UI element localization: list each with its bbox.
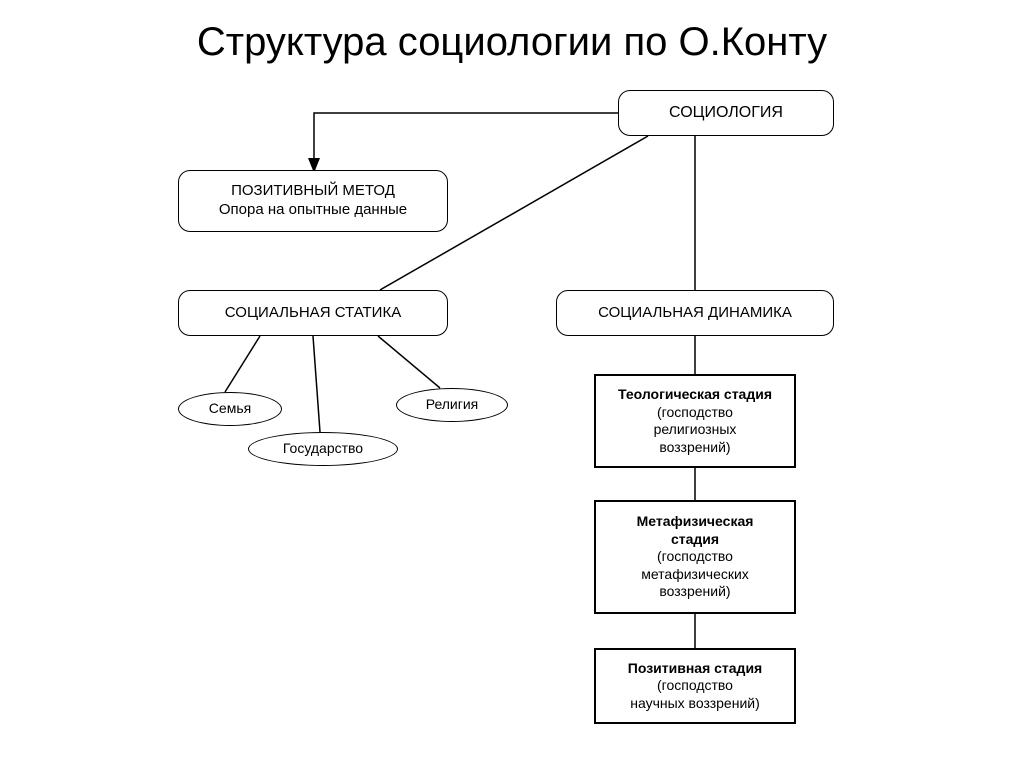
node-sociology: СОЦИОЛОГИЯ [618,90,834,136]
node-label: Семья [209,400,251,418]
node-label-sub: метафизических [641,566,749,584]
node-family: Семья [178,392,282,426]
node-label: СОЦИАЛЬНАЯ ДИНАМИКА [598,304,792,323]
node-label-bold: Теологическая стадия [618,386,772,404]
node-label-sub: религиозных [654,421,737,439]
node-metaphysical-stage: Метафизическая стадия (господство метафи… [594,500,796,614]
node-label: Государство [283,440,363,458]
node-positive-method: ПОЗИТИВНЫЙ МЕТОД Опора на опытные данные [178,170,448,232]
node-state: Государство [248,432,398,466]
node-label-sub: (господство [657,548,733,566]
node-label-sub: воззрений) [659,583,730,601]
node-label-sub: воззрений) [659,439,730,457]
node-label-bold: Позитивная стадия [628,660,762,678]
node-label: СОЦИОЛОГИЯ [669,103,783,123]
node-label-bold: ПОЗИТИВНЫЙ МЕТОД [231,182,395,201]
node-label-bold: стадия [671,531,719,549]
node-label-sub: Опора на опытные данные [219,201,407,220]
node-positive-stage: Позитивная стадия (господство научных во… [594,648,796,724]
node-label-bold: Метафизическая [637,513,754,531]
node-label-sub: (господство [657,677,733,695]
node-social-statics: СОЦИАЛЬНАЯ СТАТИКА [178,290,448,336]
node-theological-stage: Теологическая стадия (господство религио… [594,374,796,468]
node-social-dynamics: СОЦИАЛЬНАЯ ДИНАМИКА [556,290,834,336]
diagram-connectors [0,0,1024,767]
node-label-sub: научных воззрений) [630,695,760,713]
node-label: Религия [426,396,479,414]
node-label: СОЦИАЛЬНАЯ СТАТИКА [225,304,401,323]
slide-title: Структура социологии по О.Конту [0,20,1024,65]
node-label-sub: (господство [657,404,733,422]
node-religion: Религия [396,388,508,422]
